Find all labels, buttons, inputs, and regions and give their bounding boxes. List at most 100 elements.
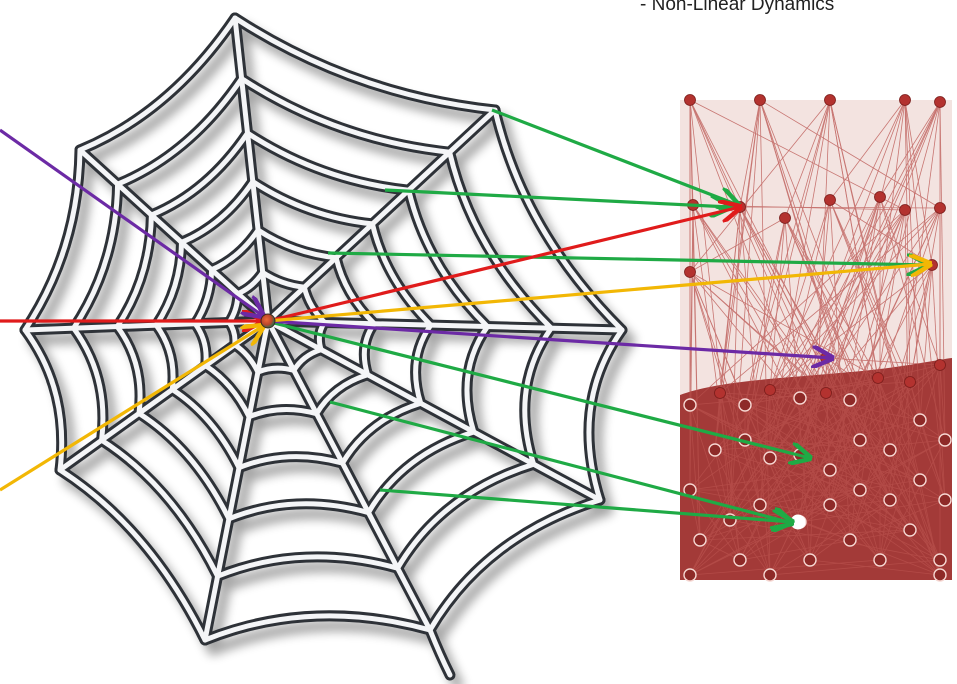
network-node — [934, 202, 946, 214]
network-edge — [769, 264, 933, 459]
network-edge — [689, 271, 921, 481]
web-ring — [71, 76, 554, 579]
network-edge — [769, 399, 851, 576]
network-edge — [744, 217, 786, 406]
network-edge — [799, 196, 881, 456]
arrow-green-1 — [491, 108, 738, 205]
arrow-yellow-in — [0, 326, 263, 492]
network-edge — [829, 504, 881, 561]
arrow-red-out — [267, 207, 740, 323]
network-edge — [744, 439, 761, 506]
network-node — [874, 191, 886, 203]
network-edge — [799, 419, 921, 523]
network-edge — [692, 204, 827, 394]
network-edge — [759, 479, 921, 506]
network-edge — [877, 377, 891, 451]
network-edge — [849, 381, 911, 541]
arrow-green-6 — [379, 488, 792, 522]
network-edge — [769, 199, 831, 459]
network-edge — [879, 101, 941, 198]
network-node — [934, 96, 946, 108]
network-edge — [784, 99, 831, 219]
network-edge — [689, 99, 827, 394]
network-edge — [689, 209, 906, 491]
network-edge — [744, 404, 761, 506]
network-edge — [799, 364, 941, 456]
network-edge — [744, 404, 811, 561]
network-node — [823, 463, 837, 477]
network-node — [793, 391, 807, 405]
spider-web-icon — [19, 12, 628, 681]
network-edge — [769, 559, 941, 576]
network-node — [853, 433, 867, 447]
network-node-highlight — [790, 514, 806, 530]
network-edge — [769, 457, 851, 541]
network-node — [763, 451, 777, 465]
network-edge — [769, 264, 933, 391]
network-edge — [714, 206, 741, 451]
network-edge — [689, 454, 801, 576]
arrow-yellow-out — [267, 264, 930, 323]
network-edge — [849, 419, 921, 541]
network-edge — [729, 206, 741, 521]
network-edge — [829, 99, 906, 201]
network-node — [904, 376, 916, 388]
network-node — [883, 443, 897, 457]
network-edge — [769, 99, 906, 391]
web-ring — [192, 227, 377, 420]
network-edge — [849, 399, 941, 561]
network-edge — [879, 439, 946, 561]
network-node — [934, 359, 946, 371]
network-edge — [879, 101, 941, 561]
network-edge — [729, 519, 771, 576]
network-edge — [799, 397, 946, 441]
arrow-green-5 — [329, 400, 792, 523]
network-edge — [719, 392, 771, 576]
network-edge — [877, 377, 941, 576]
network-edge — [699, 529, 911, 541]
network-node — [873, 553, 887, 567]
network-edge — [739, 529, 911, 561]
network-node — [820, 387, 832, 399]
network-edge — [904, 99, 946, 501]
network-edge — [689, 196, 881, 576]
network-node — [823, 498, 837, 512]
arrow-green-2 — [384, 188, 730, 207]
network-edge — [689, 364, 941, 576]
network-edge — [692, 204, 831, 471]
network-edge — [689, 504, 831, 576]
network-node — [683, 398, 697, 412]
network-edge — [689, 271, 941, 576]
network-node — [933, 553, 947, 567]
web-ring — [114, 130, 490, 522]
network-edge — [809, 479, 921, 561]
network-graph-icon — [680, 94, 952, 582]
network-node — [883, 493, 897, 507]
network-edge — [825, 357, 941, 366]
network-edge — [759, 99, 831, 506]
network-edge — [859, 489, 911, 531]
network-edge — [879, 196, 946, 441]
network-edge — [744, 439, 921, 481]
web-ring — [153, 179, 434, 471]
network-edge — [769, 439, 861, 576]
network-edge — [939, 364, 946, 441]
network-edge — [799, 454, 881, 561]
network-node — [684, 266, 696, 278]
network-edge — [799, 99, 906, 523]
network-edge — [859, 207, 941, 441]
network-node — [913, 473, 927, 487]
network-edge — [769, 389, 801, 523]
network-edge — [829, 209, 906, 471]
network-edge — [919, 419, 946, 501]
network-node — [843, 533, 857, 547]
network-edge — [714, 449, 731, 521]
network-edge — [744, 439, 941, 576]
network-edge — [714, 207, 941, 451]
network-edge — [744, 377, 879, 406]
network-node — [899, 204, 911, 216]
network-node — [684, 94, 696, 106]
network-node — [763, 568, 777, 582]
network-node — [779, 212, 791, 224]
network-edge — [689, 99, 861, 491]
